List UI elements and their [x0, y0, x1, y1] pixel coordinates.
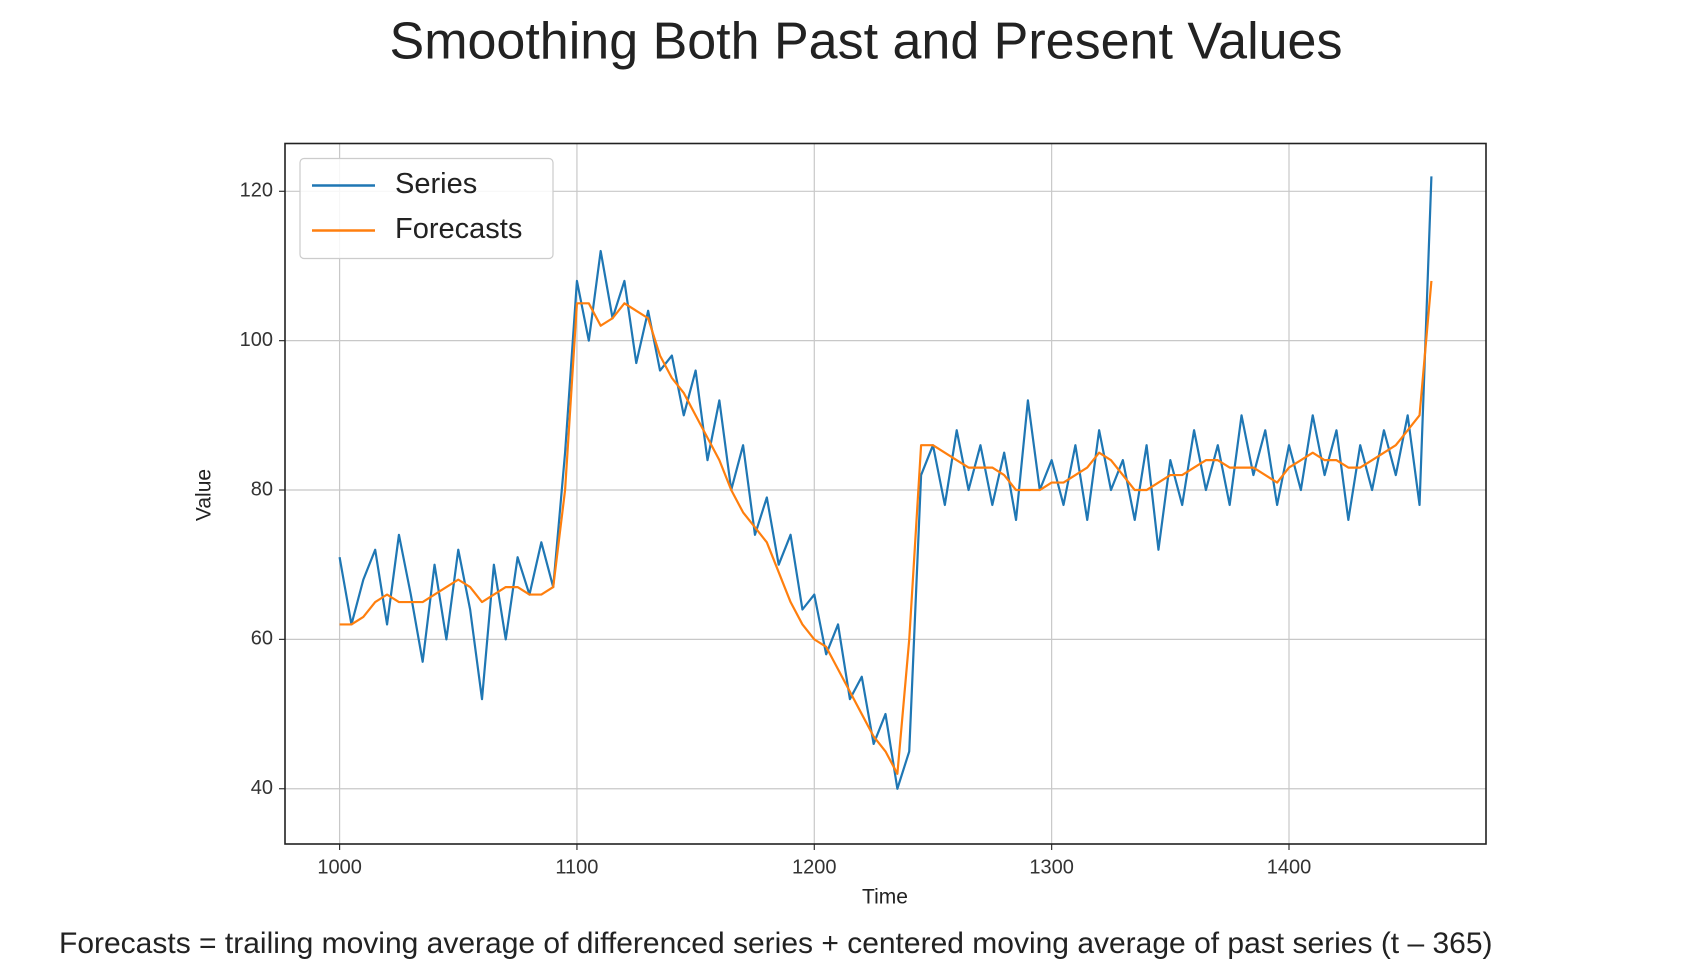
- y-tick-label: 80: [251, 478, 273, 500]
- caption: Forecasts = trailing moving average of d…: [59, 927, 1493, 960]
- y-axis-label: Value: [193, 469, 216, 521]
- y-tick-label: 120: [240, 180, 273, 202]
- y-tick-label: 100: [240, 329, 273, 351]
- legend-label: Series: [395, 168, 477, 200]
- chart-title: Smoothing Both Past and Present Values: [390, 13, 1343, 71]
- x-tick-label: 1100: [555, 856, 598, 878]
- y-tick-label: 40: [251, 777, 273, 799]
- legend: Series Forecasts: [299, 157, 554, 260]
- x-tick-label: 1000: [317, 856, 362, 878]
- y-tick-label: 60: [251, 628, 273, 650]
- legend-label: Forecasts: [395, 213, 522, 245]
- series-line: [339, 280, 1433, 775]
- x-tick-label: 1400: [1267, 856, 1312, 878]
- plot-frame: [284, 142, 1487, 845]
- series-line: [338, 176, 1433, 790]
- x-tick-label: 1300: [1029, 856, 1074, 878]
- legend-box: [299, 157, 554, 260]
- x-axis-label: Time: [862, 886, 908, 909]
- x-tick-label: 1200: [792, 856, 837, 878]
